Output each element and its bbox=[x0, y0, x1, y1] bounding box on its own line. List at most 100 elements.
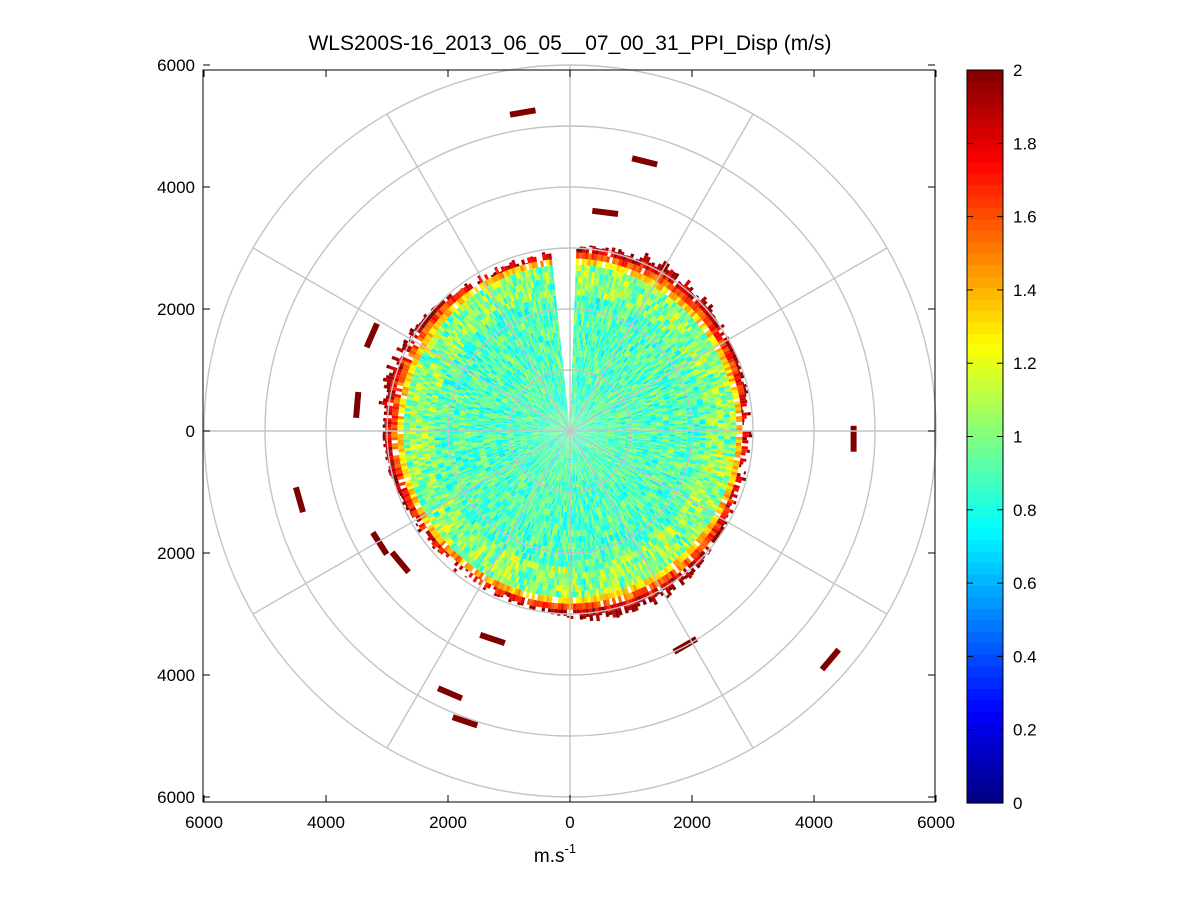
scan-cell bbox=[593, 291, 598, 298]
scan-cell bbox=[593, 278, 597, 286]
scan-cell bbox=[572, 405, 575, 412]
scan-cell bbox=[717, 441, 724, 445]
scan-cell bbox=[730, 433, 737, 437]
scan-cell bbox=[705, 433, 713, 436]
scan-cell bbox=[572, 392, 574, 399]
scan-cell bbox=[669, 427, 676, 430]
scan-cell bbox=[717, 420, 725, 424]
scan-cell bbox=[577, 381, 580, 388]
scan-cell bbox=[587, 302, 591, 309]
scan-cell bbox=[718, 422, 725, 426]
scan-cell bbox=[590, 321, 594, 328]
scan-cell bbox=[675, 427, 682, 430]
scan-cell bbox=[592, 284, 596, 292]
scan-cell bbox=[596, 260, 600, 267]
scan-cell bbox=[581, 332, 584, 339]
scan-cell bbox=[723, 419, 731, 423]
scan-cell bbox=[602, 248, 606, 250]
scan-cell bbox=[585, 314, 589, 321]
scan-cell bbox=[724, 436, 731, 440]
scan-cell bbox=[572, 404, 574, 412]
scan-cell bbox=[687, 437, 694, 440]
scan-cell bbox=[705, 421, 712, 424]
scan-cell bbox=[579, 344, 583, 351]
scan-cell bbox=[718, 425, 725, 429]
scan-cell bbox=[705, 438, 712, 441]
scan-cell bbox=[584, 332, 588, 340]
scan-cell bbox=[735, 415, 743, 420]
scan-cell bbox=[574, 374, 576, 381]
scan-cell bbox=[571, 392, 573, 399]
scan-cell bbox=[572, 411, 574, 418]
scan-cell bbox=[575, 374, 577, 381]
scan-cell bbox=[592, 245, 596, 248]
scan-cell bbox=[748, 434, 753, 438]
scan-cell bbox=[580, 363, 584, 370]
scan-cell bbox=[675, 432, 682, 435]
scan-cell bbox=[581, 313, 585, 321]
scan-cell bbox=[657, 432, 664, 435]
scan-cell bbox=[599, 273, 604, 281]
scan-cell bbox=[571, 411, 574, 418]
scan-cell bbox=[571, 417, 574, 424]
scan-cell bbox=[579, 246, 583, 253]
scan-cell bbox=[586, 333, 589, 340]
scan-cell bbox=[594, 297, 599, 304]
scan-cell bbox=[576, 387, 578, 394]
scan-cell bbox=[577, 289, 580, 296]
scan-cell bbox=[579, 295, 582, 302]
scan-cell bbox=[729, 442, 737, 446]
scan-cell bbox=[586, 339, 590, 346]
scan-cell bbox=[574, 343, 577, 351]
scan-cell bbox=[599, 254, 605, 262]
scan-cell bbox=[572, 404, 574, 412]
scan-cell bbox=[577, 374, 579, 381]
scan-cell bbox=[712, 433, 719, 437]
scan-cell bbox=[699, 423, 706, 427]
scan-cell bbox=[588, 296, 592, 303]
scan-cell bbox=[687, 424, 694, 427]
scan-cell bbox=[577, 362, 580, 369]
scan-cell bbox=[583, 326, 587, 333]
scan-cell bbox=[580, 277, 584, 284]
scan-cell bbox=[575, 270, 579, 277]
scan-cell bbox=[578, 375, 581, 382]
scan-cell bbox=[597, 267, 602, 274]
scan-cell bbox=[589, 245, 593, 248]
scan-cell bbox=[573, 313, 577, 320]
scan-cell bbox=[699, 426, 707, 429]
scan-cell bbox=[632, 432, 639, 434]
scan-cell bbox=[570, 398, 572, 405]
scan-cell bbox=[592, 297, 596, 304]
scan-cell bbox=[741, 412, 749, 416]
scan-cell bbox=[595, 279, 600, 286]
scan-cell bbox=[576, 374, 578, 381]
scan-cell bbox=[576, 337, 579, 345]
scan-cell bbox=[576, 393, 579, 400]
scan-cell bbox=[587, 333, 591, 340]
scan-cell bbox=[736, 439, 743, 444]
scan-cell bbox=[699, 435, 706, 439]
scan-cell bbox=[573, 325, 576, 332]
scan-cell bbox=[586, 265, 591, 272]
scan-cell bbox=[573, 349, 576, 357]
scan-cell bbox=[575, 276, 579, 283]
scan-cell bbox=[585, 277, 589, 284]
scan-cell bbox=[579, 313, 583, 320]
scan-cell bbox=[705, 435, 713, 439]
scan-cell bbox=[581, 295, 585, 302]
scan-cell bbox=[579, 362, 582, 370]
scan-cell bbox=[577, 276, 581, 284]
scan-cell bbox=[590, 259, 595, 267]
scan-cell bbox=[570, 410, 572, 418]
scan-cell bbox=[608, 249, 612, 251]
scan-cell bbox=[586, 345, 590, 352]
scan-cell bbox=[663, 425, 670, 428]
scan-cell bbox=[585, 326, 589, 334]
scan-cell bbox=[572, 374, 574, 381]
scan-cell bbox=[669, 432, 676, 435]
scan-cell bbox=[571, 386, 573, 393]
scan-cell bbox=[571, 411, 573, 418]
scan-cell bbox=[687, 422, 694, 425]
scan-cell bbox=[579, 252, 583, 259]
